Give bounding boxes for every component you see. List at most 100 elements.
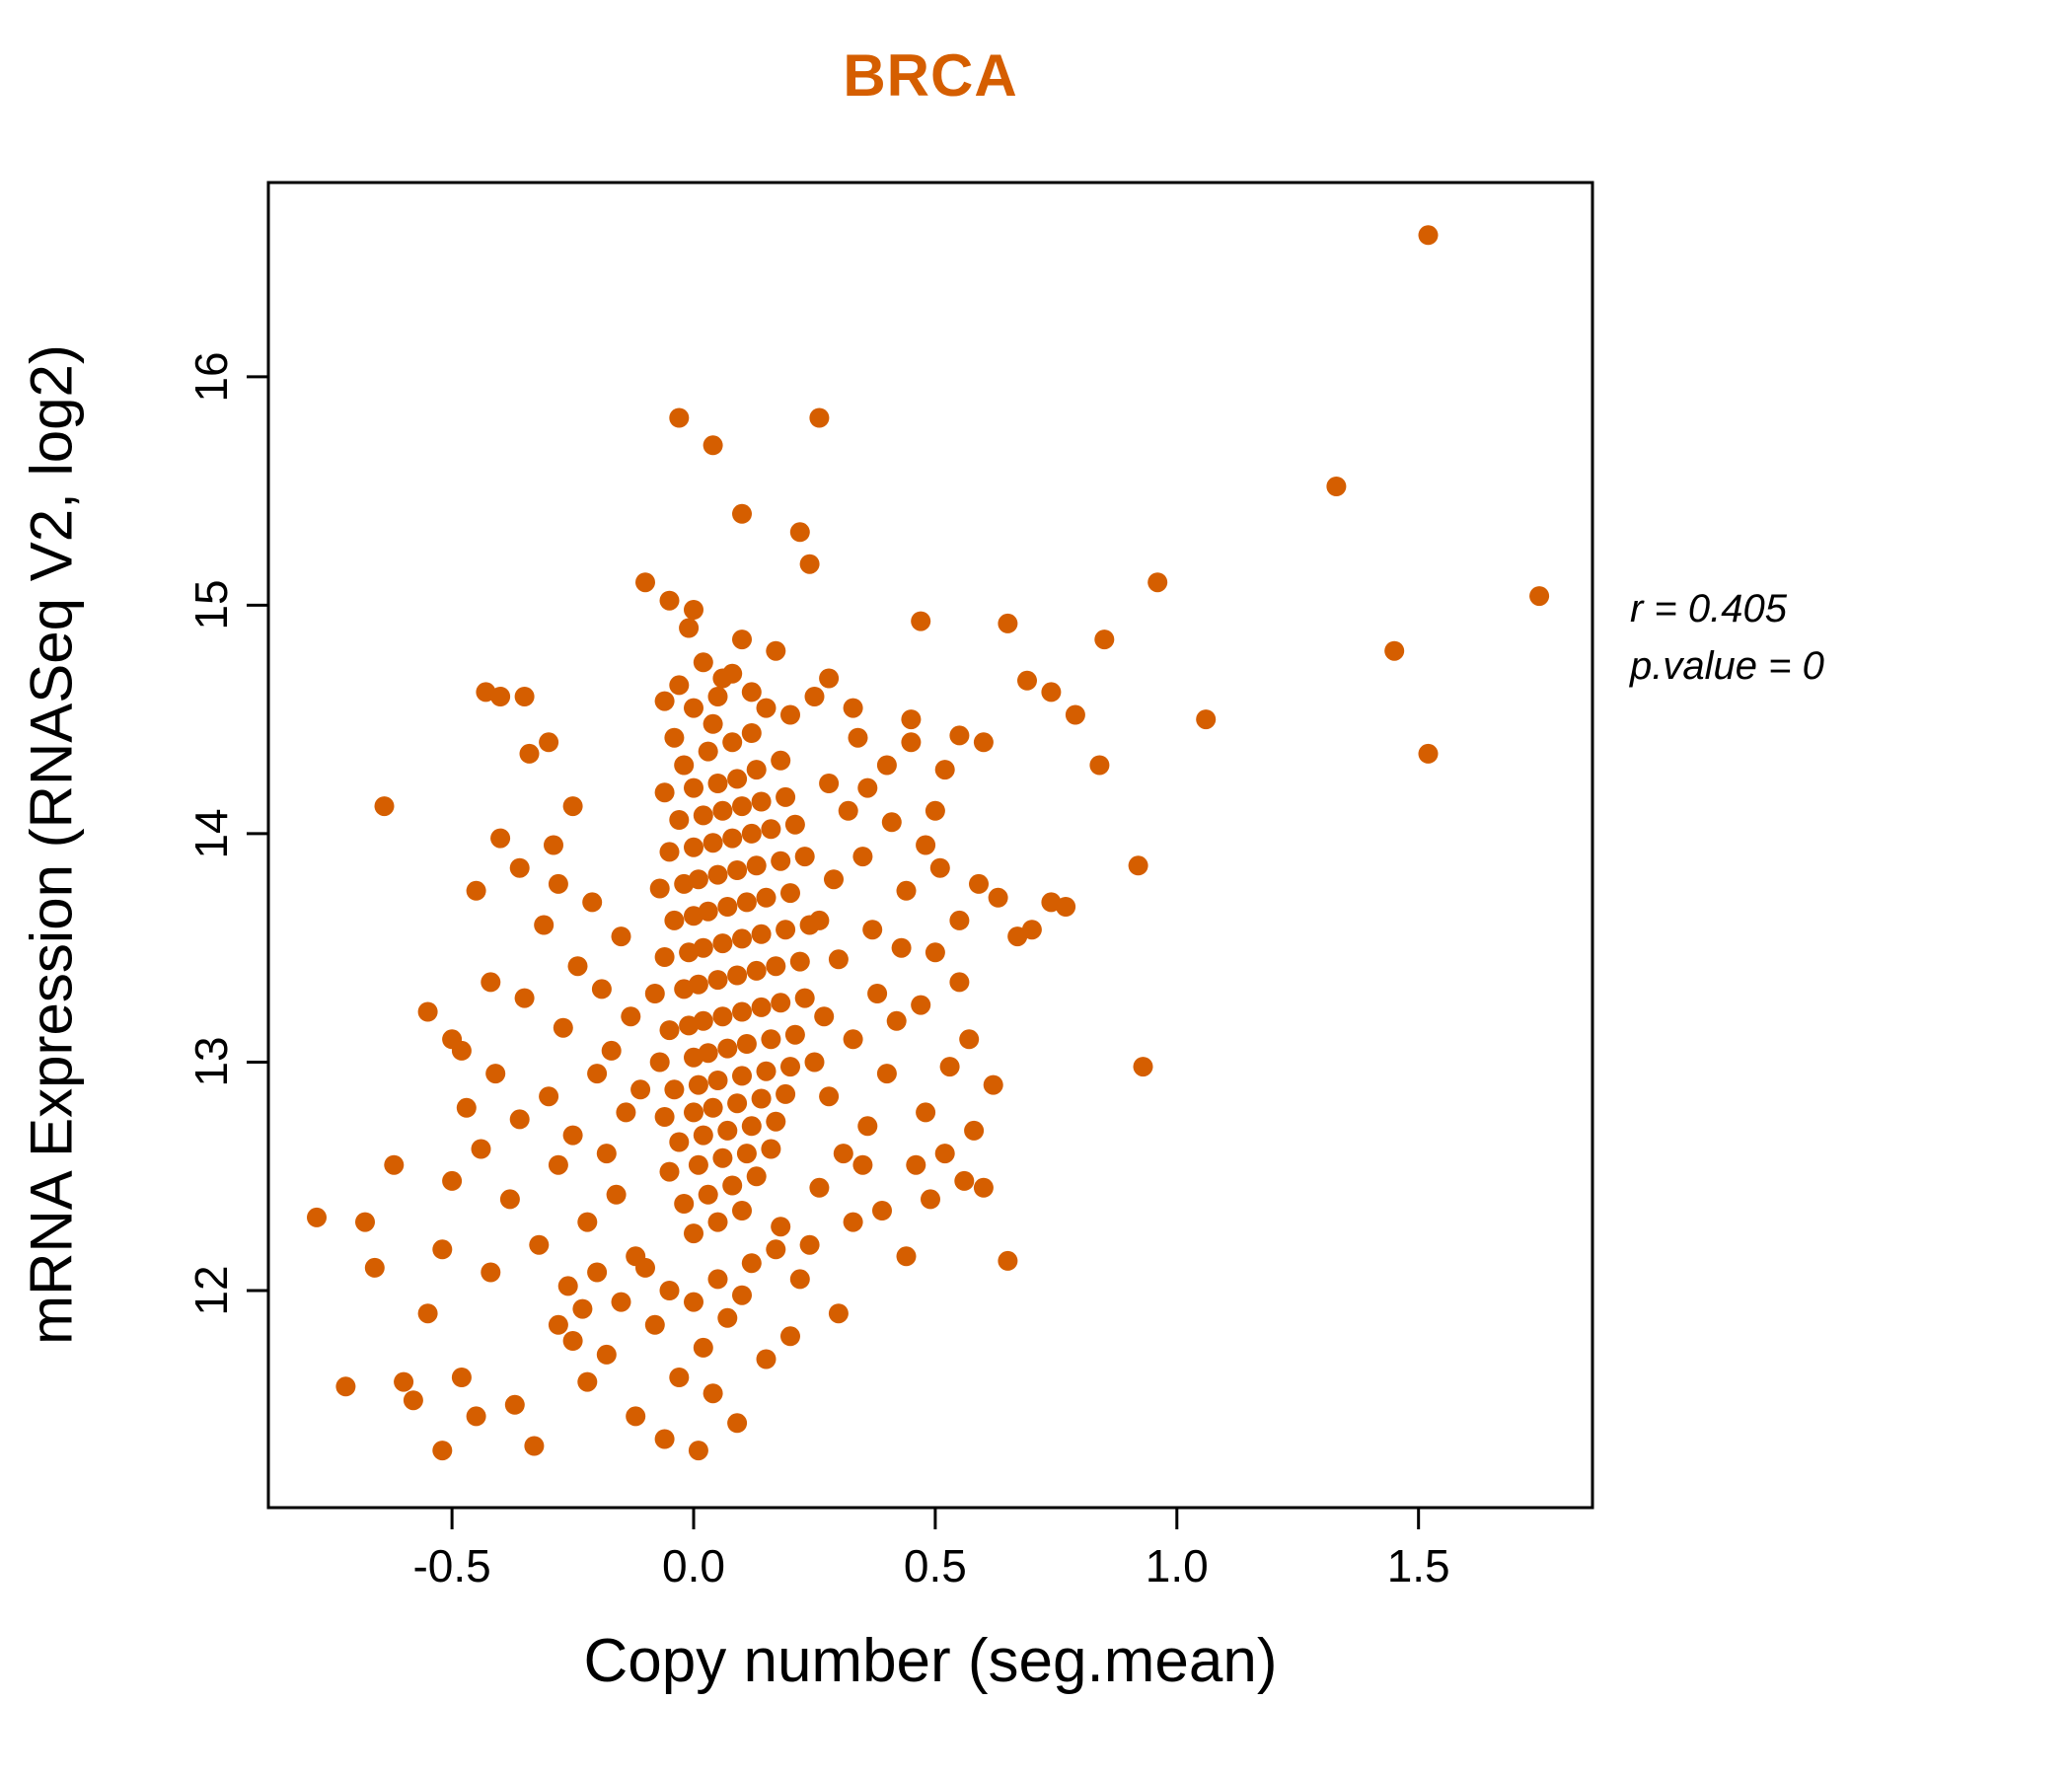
data-point: [654, 782, 675, 803]
data-point: [954, 1170, 975, 1191]
data-point: [925, 800, 945, 821]
data-point: [799, 554, 820, 574]
data-point: [490, 828, 511, 849]
data-point: [626, 1246, 646, 1267]
data-point: [741, 723, 762, 743]
data-point: [669, 675, 690, 696]
data-point: [693, 937, 713, 958]
data-point: [693, 1337, 713, 1358]
data-point: [776, 920, 796, 940]
data-point: [828, 949, 849, 970]
data-point: [741, 1253, 762, 1274]
data-point: [693, 1010, 713, 1031]
data-point: [1017, 670, 1037, 691]
data-point: [587, 1262, 608, 1283]
data-point: [959, 1029, 980, 1050]
data-point: [485, 1064, 506, 1084]
data-point: [1196, 709, 1217, 730]
data-point: [684, 1223, 703, 1244]
y-tick-label: 13: [185, 1036, 237, 1088]
x-tick-label: 1.0: [1145, 1540, 1209, 1591]
data-point: [766, 1111, 786, 1132]
data-point: [481, 1262, 501, 1283]
data-point: [644, 1314, 665, 1335]
data-point: [843, 1212, 863, 1232]
data-point: [562, 796, 583, 817]
data-point: [794, 988, 815, 1008]
data-point: [771, 851, 791, 871]
data-point: [693, 1125, 713, 1146]
data-point: [732, 1066, 752, 1086]
data-point: [911, 611, 931, 631]
data-point: [934, 1144, 955, 1164]
x-tick-label: 0.5: [903, 1540, 967, 1591]
data-point: [451, 1040, 472, 1061]
data-point: [722, 732, 743, 753]
data-point: [635, 572, 655, 593]
data-point: [1065, 704, 1085, 725]
data-point: [567, 956, 588, 977]
data-point: [684, 837, 703, 857]
data-point: [307, 1207, 327, 1227]
data-point: [601, 1040, 622, 1061]
data-point: [630, 1079, 651, 1100]
data-point: [519, 743, 540, 764]
data-point: [712, 800, 733, 821]
data-point: [852, 1154, 873, 1175]
data-point: [896, 1246, 917, 1267]
data-point: [906, 1154, 926, 1175]
data-point: [679, 618, 700, 638]
data-point: [833, 1144, 853, 1164]
y-tick-label: 12: [185, 1265, 237, 1316]
data-point: [916, 1102, 936, 1123]
data-point: [1133, 1057, 1153, 1077]
data-point: [654, 1107, 675, 1127]
data-point: [606, 1184, 627, 1205]
data-point: [969, 873, 989, 894]
data-point: [659, 590, 680, 611]
data-point: [664, 910, 685, 930]
data-point: [649, 1052, 670, 1073]
data-point: [698, 901, 718, 922]
data-point: [766, 956, 786, 977]
data-point: [964, 1120, 985, 1141]
data-point: [384, 1154, 405, 1175]
data-point: [751, 997, 772, 1017]
data-point: [776, 786, 796, 807]
data-point: [548, 1314, 568, 1335]
data-point: [707, 864, 728, 885]
data-point: [659, 842, 680, 862]
data-point: [712, 933, 733, 954]
data-point: [761, 1029, 781, 1050]
data-point: [1147, 572, 1168, 593]
data-point: [794, 847, 815, 867]
data-point: [693, 652, 713, 673]
data-point: [771, 750, 791, 771]
r-value-text: r = 0.405: [1630, 587, 1788, 630]
data-point: [524, 1436, 545, 1456]
data-point: [756, 887, 777, 908]
data-point: [756, 1061, 777, 1081]
data-point: [929, 857, 950, 878]
data-point: [509, 1109, 530, 1130]
data-point: [838, 800, 858, 821]
data-point: [828, 1303, 849, 1324]
data-point: [534, 915, 555, 935]
stats-annotation: r = 0.405 p.value = 0: [1630, 580, 1824, 695]
data-point: [703, 1383, 723, 1404]
data-point: [872, 1201, 892, 1221]
data-point: [998, 1250, 1018, 1271]
data-point: [727, 1413, 748, 1434]
data-point: [1418, 225, 1439, 246]
data-point: [727, 860, 748, 880]
data-point: [442, 1170, 463, 1191]
data-point: [819, 1086, 840, 1107]
data-point: [712, 1147, 733, 1168]
data-point: [684, 600, 703, 620]
data-point: [809, 407, 830, 428]
data-point: [756, 1349, 777, 1369]
data-point: [509, 857, 530, 878]
data-point: [784, 814, 805, 835]
